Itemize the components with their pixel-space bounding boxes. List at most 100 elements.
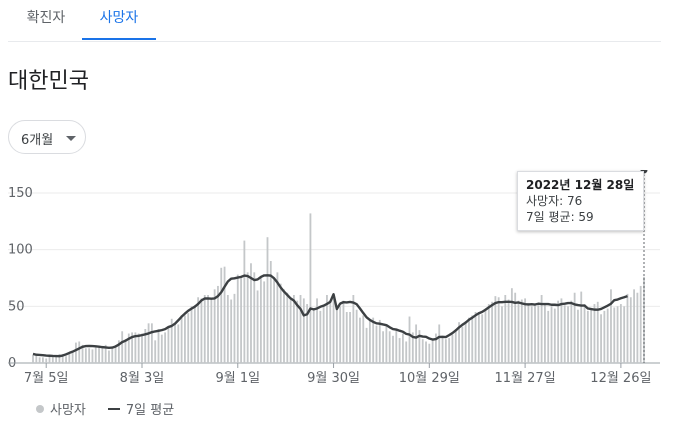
daily-death-bar [306,304,309,363]
daily-death-bar [203,295,206,363]
daily-death-bar [590,308,593,363]
daily-death-bar [468,317,470,363]
daily-death-bar [421,339,424,363]
daily-death-bar [563,305,566,363]
daily-death-bar [91,349,94,363]
daily-death-bar [557,300,560,363]
daily-death-bar [240,276,242,363]
daily-death-bar [55,355,58,363]
daily-death-bar [51,356,54,363]
daily-death-bar [312,309,315,363]
daily-death-bar [385,324,388,363]
daily-death-bar [616,306,619,363]
daily-death-bar [454,329,457,363]
daily-death-bar [283,289,285,363]
daily-death-bar [474,312,477,363]
daily-death-bar [210,299,213,363]
daily-death-bar [147,323,150,363]
daily-death-bar [494,296,497,363]
daily-death-bar [441,336,444,363]
daily-death-bar [438,324,441,363]
daily-death-bar [600,314,602,363]
daily-death-bar [108,350,110,363]
daily-death-bar [339,306,342,363]
daily-death-bar [38,357,41,363]
daily-death-bar [104,344,107,363]
daily-death-bar [451,334,454,363]
daily-death-bar [81,344,84,363]
range-dropdown-label: 6개월 [21,133,54,148]
daily-death-bar [121,331,124,363]
daily-death-bar [75,342,77,363]
daily-death-bar [378,319,381,363]
daily-death-bar [167,327,170,363]
tab-cases[interactable]: 확진자 [26,10,66,26]
daily-death-bar [435,333,437,363]
daily-death-bar [322,306,325,363]
daily-death-bar [319,310,322,363]
daily-death-bar [458,322,460,363]
daily-death-bar [35,355,38,363]
bar-legend-dot-icon [36,404,44,413]
daily-death-bar [603,310,606,363]
range-dropdown[interactable]: 6개월 [8,120,86,154]
daily-death-bar [316,298,318,363]
daily-death-bar [382,331,384,363]
daily-death-bar [395,329,398,363]
tab-deaths[interactable]: 사망자 [99,10,139,26]
y-tick-label: 100 [8,243,33,258]
daily-death-bar [547,310,550,363]
daily-death-bar [398,338,401,363]
daily-death-bar [259,276,262,363]
daily-death-bar [137,333,140,363]
daily-death-bar [200,298,203,363]
daily-death-bar [296,300,299,363]
x-tick-label: 9월 1일 [215,371,260,386]
daily-death-bar [94,347,97,363]
daily-death-bar [342,300,345,363]
daily-death-bar [98,346,100,363]
daily-death-bar [101,347,104,363]
daily-death-bar [471,315,474,363]
region-title: 대한민국 [8,69,89,94]
daily-death-bar [187,313,190,363]
daily-death-bar [580,291,583,363]
x-tick-label: 9월 30일 [307,371,360,386]
daily-death-bar [207,295,209,363]
daily-death-bar [193,305,196,363]
daily-death-bar [477,312,480,363]
daily-death-bar [448,338,451,363]
daily-death-bar [263,281,266,363]
daily-death-bar [510,288,513,363]
tooltip-deaths: 사망자: 76 [526,194,583,208]
daily-death-bar [154,340,157,363]
daily-death-bar [550,306,553,363]
daily-death-bar [388,331,391,363]
daily-death-bar [236,274,239,363]
daily-death-bar [273,278,276,363]
daily-death-bar [613,307,616,363]
daily-death-bar [335,306,338,363]
daily-death-bar [428,343,431,363]
daily-death-bar [553,308,556,363]
daily-death-bar [309,213,312,363]
active-tab-indicator [82,38,156,40]
seven-day-average-line [32,274,628,358]
daily-death-bar [401,333,404,363]
daily-death-bar [577,309,579,363]
daily-death-bar [114,346,117,363]
daily-death-bar [636,292,639,363]
daily-death-bar [170,318,173,363]
daily-death-bar [570,300,573,363]
daily-death-bar [243,240,246,363]
daily-death-bar [596,301,599,363]
daily-death-bar [504,295,507,363]
daily-death-bar [530,306,533,363]
daily-death-bar [289,298,292,363]
daily-death-bar [184,315,186,363]
daily-death-bar [352,295,355,363]
line-legend-icon [107,407,120,410]
x-tick-label: 7월 5일 [24,371,69,386]
daily-death-bar [190,306,193,363]
daily-death-bar [517,300,520,363]
